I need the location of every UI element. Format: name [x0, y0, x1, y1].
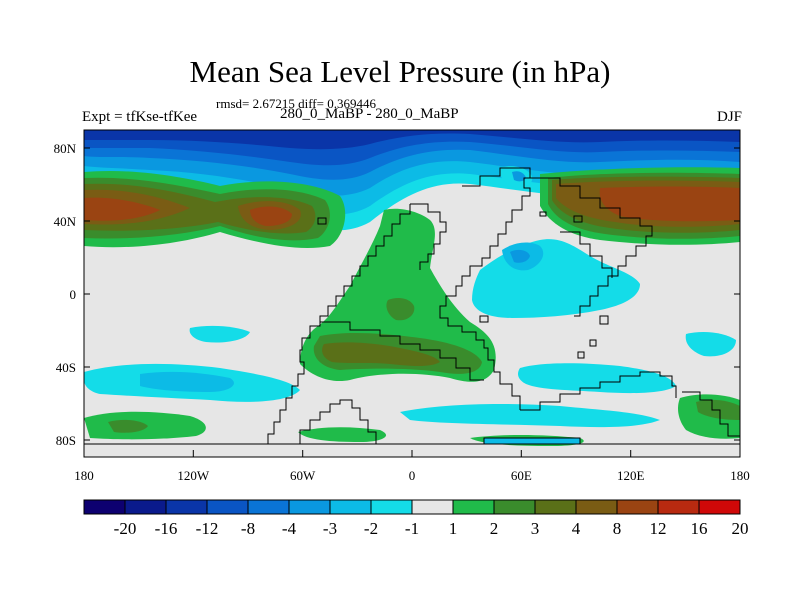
antarctic-low-strip — [484, 438, 580, 444]
colorbar-label: 12 — [650, 519, 667, 538]
island-2 — [573, 215, 583, 223]
colorbar-swatch — [411, 499, 454, 515]
y-tick-label: 80S — [56, 433, 76, 448]
indian-ocean-negative-3 — [510, 249, 530, 263]
island-7 — [539, 211, 547, 217]
colorbar-swatch — [370, 499, 413, 515]
polar-low-band-6 — [84, 130, 740, 150]
colorbar-label: -16 — [155, 519, 178, 538]
colorbar-label: -1 — [405, 519, 419, 538]
chart-title: Mean Sea Level Pressure (in hPa) — [189, 54, 611, 89]
colorbar-swatch — [206, 499, 249, 515]
island-3 — [479, 315, 489, 323]
americas-outline — [267, 204, 411, 444]
colorbar-swatch — [329, 499, 372, 515]
africa-outline — [439, 167, 531, 410]
pacific-high-12 — [84, 197, 160, 221]
colorbar-label: 8 — [613, 519, 622, 538]
colorbar-label: -12 — [196, 519, 219, 538]
x-tick-label: 120W — [177, 468, 210, 483]
south-atlantic-positive-4 — [322, 342, 440, 366]
atlantic-high-12 — [250, 206, 292, 226]
australia-outline — [682, 391, 740, 437]
south-atlantic-positive-small — [298, 427, 387, 442]
colorbar-label: 20 — [732, 519, 749, 538]
south-pacific-positive-3 — [108, 419, 148, 433]
colorbar-swatch — [657, 499, 700, 515]
colorbar-swatch — [288, 499, 331, 515]
colorbar-label: -2 — [364, 519, 378, 538]
coastlines — [84, 167, 740, 445]
colorbar-swatch — [616, 499, 659, 515]
island-5 — [577, 351, 585, 359]
colorbar: -20 -16 -12 -8 -4 -3 -2 -1 1 2 3 4 8 12 16 20 — [83, 499, 749, 538]
colorbar-label: 16 — [691, 519, 708, 538]
period-label: 280_0_MaBP - 280_0_MaBP — [280, 106, 459, 122]
colorbar-swatch — [165, 499, 208, 515]
east-pacific-negative — [685, 332, 736, 357]
asian-high-12 — [599, 186, 740, 222]
axis-ticks — [83, 147, 741, 457]
arctic-low-spot-2 — [512, 171, 526, 182]
season-label: DJF — [716, 109, 742, 125]
stats-line: rmsd= 2.67215 diff= 0.369446 — [216, 96, 376, 111]
y-tick-labels: 80N 40N 0 40S 80S — [54, 141, 77, 448]
colorbar-label: 4 — [572, 519, 581, 538]
colorbar-label: -4 — [282, 519, 297, 538]
x-tick-label: 60W — [290, 468, 316, 483]
colorbar-swatch — [534, 499, 577, 515]
colorbar-label: 1 — [449, 519, 458, 538]
colorbar-swatch — [247, 499, 290, 515]
antarctic-ice-outline — [483, 437, 581, 445]
africa-inner-outline — [320, 321, 484, 381]
island-4 — [599, 315, 609, 325]
island-6 — [589, 339, 597, 347]
x-tick-label: 180 — [730, 468, 750, 483]
colorbar-label: -8 — [241, 519, 255, 538]
y-tick-label: 40S — [56, 360, 76, 375]
americas-north-outline — [410, 203, 447, 270]
experiment-label: Expt = tfKse-tfKee — [82, 109, 198, 125]
south-indian-negative — [518, 363, 676, 394]
y-tick-label: 80N — [54, 141, 77, 156]
colorbar-label: -20 — [114, 519, 137, 538]
south-pacific-negative-2 — [140, 371, 234, 392]
asia-southern-outline — [560, 231, 613, 278]
x-tick-label: 0 — [409, 468, 416, 483]
central-pacific-negative — [189, 325, 250, 343]
island-1 — [317, 217, 327, 225]
colorbar-label: 2 — [490, 519, 499, 538]
colorbar-swatch — [698, 499, 741, 515]
x-tick-labels: 180 120W 60W 0 60E 120E 180 — [74, 468, 750, 483]
colorbar-swatch — [452, 499, 495, 515]
colorbar-swatch — [83, 499, 126, 515]
x-tick-label: 180 — [74, 468, 94, 483]
x-tick-label: 60E — [511, 468, 532, 483]
colorbar-label: 3 — [531, 519, 540, 538]
colorbar-swatch — [493, 499, 536, 515]
colorbar-swatch — [124, 499, 167, 515]
map-field — [84, 130, 740, 457]
eurasia-outline — [530, 177, 653, 317]
colorbar-swatch — [575, 499, 618, 515]
x-tick-label: 120E — [617, 468, 645, 483]
central-atlantic-positive-3 — [386, 298, 415, 321]
indian-ocean-coast-outline — [520, 371, 677, 411]
y-tick-label: 40N — [54, 214, 77, 229]
antarctica-peninsula-outline — [299, 399, 377, 444]
colorbar-label: -3 — [323, 519, 337, 538]
y-tick-label: 0 — [70, 287, 77, 302]
southern-ocean-negative — [400, 404, 660, 428]
